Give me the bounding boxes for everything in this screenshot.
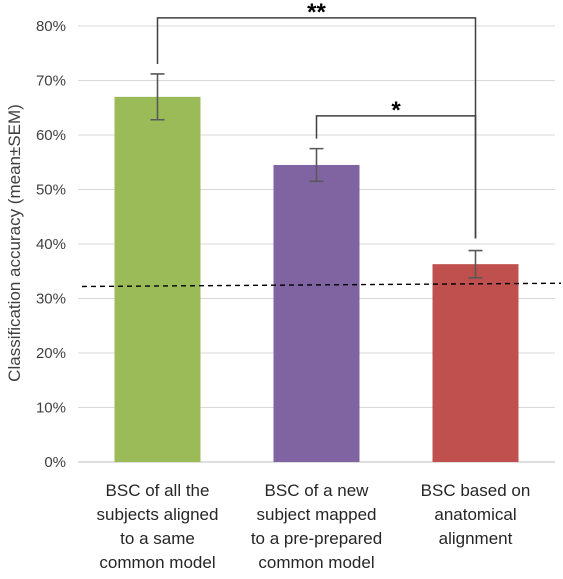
category-label: BSC of a new subject mapped to a pre-prepa… [251, 481, 382, 572]
error-bar [468, 249, 483, 279]
y-tick-label: 20% [36, 345, 66, 362]
category-labels: BSC of all the subjects aligned to a same c… [97, 481, 531, 572]
bar [432, 264, 519, 462]
significance-bracket [315, 115, 477, 239]
category-label: BSC of all the subjects aligned to a same c… [97, 481, 219, 572]
error-bar [309, 147, 324, 183]
bars [114, 96, 519, 462]
y-tick-label: 10% [36, 400, 66, 417]
chance-level [81, 282, 562, 288]
bar [114, 96, 201, 462]
category-label: BSC based on anatomical alignment [421, 481, 531, 548]
bar [273, 164, 360, 462]
error-bar [150, 73, 165, 121]
significance-label: ** [307, 0, 326, 26]
y-tick-label: 30% [36, 291, 66, 308]
y-tick-label: 40% [36, 236, 66, 253]
error-bars [150, 73, 483, 279]
y-tick-label: 0% [44, 454, 66, 471]
significance-label: * [391, 97, 401, 124]
y-tick-label: 50% [36, 182, 66, 199]
y-tick-label: 60% [36, 127, 66, 144]
y-axis-title: Classification accuracy (mean±SEM) [5, 104, 24, 382]
significance-brackets: *** [156, 0, 477, 239]
y-tick-labels: 0% 10% 20% 30% 40% 50% 60% 70% 80% [36, 18, 66, 471]
y-tick-label: 70% [36, 73, 66, 90]
chance-line [81, 282, 562, 288]
y-tick-label: 80% [36, 18, 66, 35]
